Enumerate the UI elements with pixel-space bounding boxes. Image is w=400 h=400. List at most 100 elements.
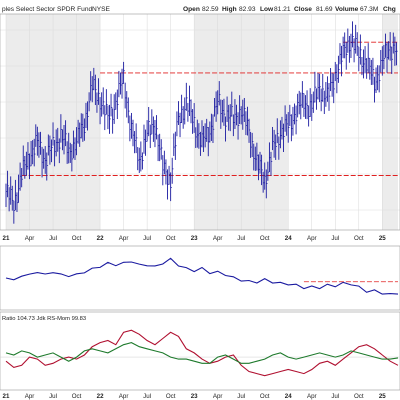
price-bar [148, 106, 150, 137]
price-bar [297, 93, 299, 118]
price-bar [265, 169, 268, 199]
price-bar [115, 92, 118, 110]
price-bar [121, 68, 124, 99]
price-bar [195, 127, 198, 148]
price-bar [46, 152, 49, 181]
price-bar [8, 187, 11, 212]
price-bar [203, 126, 205, 153]
price-bar [47, 134, 50, 156]
price-bar [214, 98, 216, 117]
price-bar [85, 102, 88, 128]
price-bar [79, 122, 81, 147]
ratio-line [5, 257, 399, 295]
price-bars [5, 21, 398, 224]
price-bar [342, 36, 345, 59]
price-bar [284, 105, 287, 132]
price-bar [207, 127, 210, 157]
price-bar [102, 87, 105, 115]
price-bar [234, 99, 237, 129]
price-bar [76, 127, 78, 156]
high-label: High [222, 6, 237, 13]
price-bar [267, 161, 270, 181]
price-bar [77, 119, 80, 144]
price-bar [29, 153, 31, 180]
rs-ratio-line [5, 329, 399, 377]
price-bar [301, 81, 304, 108]
x-tick-label: Jul [143, 235, 151, 242]
close-value: 81.69 [316, 6, 333, 13]
x-tick-label: 21 [3, 235, 10, 242]
price-bar [72, 130, 75, 159]
price-bar [345, 41, 348, 70]
price-bar [126, 91, 129, 118]
x-tick-label-bottom: Oct [260, 393, 270, 400]
price-bar [171, 157, 174, 184]
rs-ratio-momentum-panel [0, 329, 400, 377]
price-bar [356, 32, 359, 56]
x-tick-label-bottom: Jul [237, 393, 245, 400]
price-bar [367, 43, 370, 74]
price-bar [377, 65, 379, 91]
x-tick-label: Apr [307, 235, 317, 242]
price-bar [257, 154, 260, 181]
price-bar [352, 21, 354, 48]
price-bar [110, 93, 113, 117]
price-bar [385, 33, 387, 58]
price-bar [127, 97, 130, 124]
price-bar [353, 38, 356, 63]
price-bar [261, 154, 263, 186]
price-bar [239, 95, 241, 125]
price-bar [69, 142, 72, 163]
price-bar [278, 136, 281, 160]
price-bar [303, 93, 306, 117]
price-bar [66, 141, 69, 164]
price-bar [294, 103, 296, 125]
price-bar [383, 44, 386, 70]
ratio-panel-frame [0, 245, 400, 311]
price-bar [199, 131, 202, 156]
price-bar [167, 169, 169, 200]
price-bar [236, 104, 238, 126]
price-bar [287, 112, 290, 143]
x-tick-label-bottom: Apr [119, 393, 129, 400]
price-bar [49, 135, 52, 165]
price-bar [364, 46, 367, 74]
price-bar [36, 126, 39, 156]
x-tick-label: Jul [237, 235, 245, 242]
price-bar [242, 99, 245, 130]
price-bar [366, 58, 368, 79]
x-tick-label: Oct [166, 235, 176, 242]
price-bar [386, 42, 389, 73]
price-bar [262, 171, 265, 193]
price-bar [248, 118, 251, 143]
price-bar [25, 151, 28, 176]
price-bar [394, 36, 397, 66]
price-bar [159, 133, 161, 162]
price-bar [198, 123, 201, 149]
price-bar [311, 94, 314, 121]
price-bar [331, 72, 334, 97]
price-bar [156, 115, 158, 140]
price-bar [134, 131, 136, 154]
price-bar [298, 90, 301, 115]
price-bar [87, 101, 89, 131]
price-bar [55, 129, 58, 157]
price-panel-frame [0, 13, 400, 231]
price-bar [341, 45, 343, 77]
price-bar [350, 33, 353, 58]
price-bar [237, 112, 240, 140]
price-bar [372, 57, 375, 85]
price-bar [306, 90, 309, 120]
price-bar [378, 65, 381, 93]
price-bar [375, 67, 378, 93]
close-label: Close [294, 6, 312, 13]
price-bar [391, 46, 394, 74]
price-bar [101, 92, 103, 117]
price-bar [129, 115, 132, 142]
price-bar [210, 113, 213, 141]
price-bar [264, 162, 267, 190]
price-bar [190, 99, 193, 124]
price-bar [217, 90, 219, 115]
